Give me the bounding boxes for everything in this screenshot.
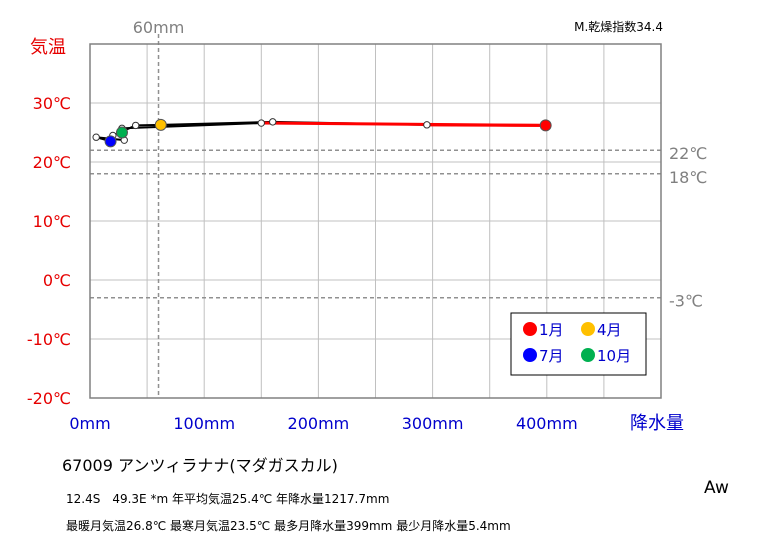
station-summary-line1: 12.4S 49.3E *m 年平均気温25.4℃ 年降水量1217.7mm [66, 490, 389, 507]
x-tick-label: 400mm [516, 414, 578, 433]
annual-precip: 年降水量1217.7mm [276, 492, 390, 506]
climate-class: Aw [704, 478, 729, 498]
y-tick-labels: 30℃ 20℃ 10℃ 0℃ -10℃ -20℃ [27, 94, 71, 408]
annual-temp: 年平均気温25.4℃ [171, 492, 273, 506]
month-point [269, 118, 277, 126]
ref-line-temp-label: 22℃ [669, 144, 707, 163]
wettest-month-precip: 最多月降水量399mm [274, 519, 393, 533]
plot-frame [89, 43, 662, 399]
legend-label: 4月 [597, 321, 622, 339]
y-tick-label: 10℃ [33, 212, 71, 231]
station-summary-line2: 最暖月気温26.8℃ 最寒月気温23.5℃ 最多月降水量399mm 最少月降水量… [66, 517, 511, 534]
month-point [257, 119, 265, 127]
y-tick-label: -10℃ [27, 330, 71, 349]
aridity-index: M.乾燥指数34.4 [574, 19, 663, 34]
ref-line-temp-label: -3℃ [669, 292, 703, 311]
y-tick-label: 20℃ [33, 153, 71, 172]
y-tick-label: -20℃ [27, 389, 71, 408]
x-tick-label: 300mm [402, 414, 464, 433]
y-axis-title: 気温 [30, 37, 66, 58]
y-tick-label: 30℃ [33, 94, 71, 113]
month-point [423, 121, 431, 129]
ref-line-temp-label: 18℃ [669, 168, 707, 187]
legend-label: 1月 [539, 321, 564, 339]
coldest-month-temp: 最寒月気温23.5℃ [170, 519, 271, 533]
month-point [131, 121, 140, 130]
x-tick-label: 200mm [288, 414, 350, 433]
month-point-highlight [539, 119, 552, 132]
legend-label: 7月 [539, 347, 564, 365]
series-segment [261, 121, 546, 127]
legend-marker [581, 322, 595, 336]
legend-marker [523, 348, 537, 362]
station-coords: 12.4S 49.3E *m [66, 492, 169, 506]
x-tick-labels: 0mm 100mm 200mm 300mm 400mm [69, 414, 577, 433]
monthly-series [92, 118, 552, 148]
month-point-highlight [154, 118, 167, 131]
month-point-highlight [115, 126, 128, 139]
series-segment [121, 122, 262, 130]
legend-marker [581, 348, 595, 362]
month-point-highlight [104, 135, 117, 148]
station-name: アンツィラナナ(マダガスカル) [118, 456, 338, 475]
driest-month-precip: 最少月降水量5.4mm [396, 519, 511, 533]
legend-marker [523, 322, 537, 336]
legend-label: 10月 [597, 347, 631, 365]
month-point [92, 133, 100, 141]
reference-lines: 22℃ 18℃ -3℃ 60mm [90, 18, 707, 398]
x-tick-label: 100mm [173, 414, 235, 433]
station-id: 67009 [62, 456, 113, 475]
warmest-month-temp: 最暖月気温26.8℃ [66, 519, 167, 533]
station-title: 67009 アンツィラナナ(マダガスカル) [62, 452, 338, 476]
x-axis-title: 降水量 [630, 413, 684, 434]
legend: 1月 4月 7月 10月 [510, 312, 647, 376]
x-tick-label: 0mm [69, 414, 110, 433]
y-tick-label: 0℃ [43, 271, 71, 290]
ref-line-precip-label: 60mm [133, 18, 185, 37]
